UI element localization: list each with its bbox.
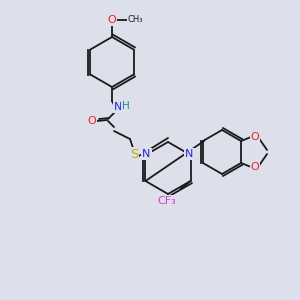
Text: N: N [142,149,151,159]
Text: CF₃: CF₃ [157,196,176,206]
Text: S: S [130,148,138,161]
Text: O: O [251,132,260,142]
Text: H: H [122,101,130,111]
Text: CH₃: CH₃ [127,16,143,25]
Text: N: N [114,102,122,112]
Text: N: N [185,149,194,159]
Text: O: O [251,162,260,172]
Text: O: O [88,116,96,126]
Text: O: O [108,15,116,25]
